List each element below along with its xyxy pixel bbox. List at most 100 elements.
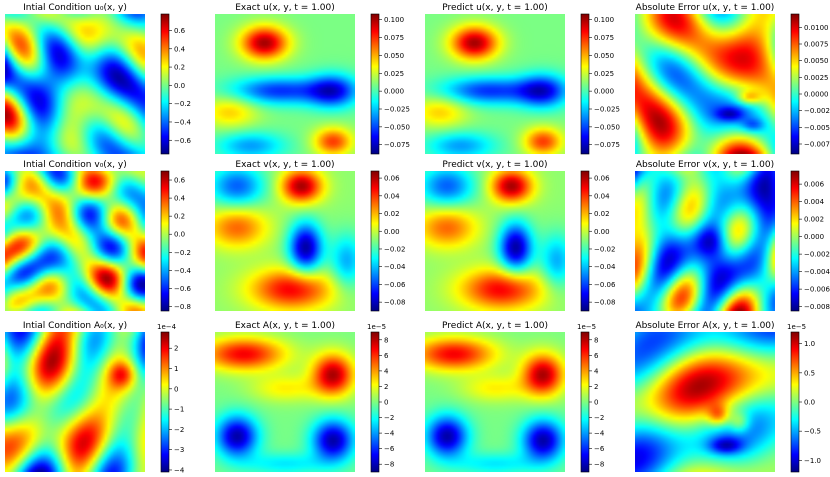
colorbar-tick-label: −0.050 xyxy=(384,123,410,131)
colorbar-tick-label: −2 xyxy=(594,414,604,422)
colorbar-tick-label: 2 xyxy=(594,383,598,391)
colorbar xyxy=(580,13,590,155)
heatmap-image xyxy=(635,14,775,154)
colorbar-tick-label: 0.075 xyxy=(384,34,404,42)
colorbar-tick-label: 0.0050 xyxy=(804,57,829,65)
colorbar-tick-label: 0.5 xyxy=(804,369,815,377)
colorbar xyxy=(580,170,590,312)
colorbar-tick-label: −0.004 xyxy=(804,268,830,276)
heatmap-image xyxy=(5,332,145,472)
colorbar-tick-label: 0.0075 xyxy=(804,41,829,49)
heatmap-image xyxy=(215,332,355,472)
colorbar-tick-label: −0.050 xyxy=(594,123,620,131)
colorbar-tick-label: 0.0 xyxy=(804,399,815,407)
colorbar-tick-label: 0.06 xyxy=(384,175,400,183)
colorbar-tick-label: 8 xyxy=(594,336,598,344)
colorbar-tick-label: 0.02 xyxy=(384,210,400,218)
colorbar-tick-label: 0.6 xyxy=(174,177,186,185)
heatmap-image xyxy=(425,171,565,311)
colorbar-tick-label: −0.025 xyxy=(594,106,620,114)
colorbar-tick-label: −0.6 xyxy=(174,137,192,145)
colorbar-tick-label: 0.004 xyxy=(804,198,825,206)
colorbar-tick-label: −1.0 xyxy=(804,457,821,465)
panel-title: Exact A(x, y, t = 1.00) xyxy=(235,321,335,331)
colorbar xyxy=(370,331,380,473)
colorbar-tick-label: 0.050 xyxy=(594,52,614,60)
panel-title: Absolute Error A(x, y, t = 1.00) xyxy=(635,321,774,331)
colorbar-tick-label: 0.00 xyxy=(594,228,610,236)
colorbar-tick-label: −6 xyxy=(384,445,395,453)
panel-title: Exact u(x, y, t = 1.00) xyxy=(235,3,335,13)
colorbar-tick-label: −2 xyxy=(384,414,394,422)
colorbar-tick-label: −8 xyxy=(594,461,604,469)
colorbar-tick-label: 0.4 xyxy=(174,45,186,53)
colorbar-tick-label: 2 xyxy=(174,345,178,353)
colorbar-tick-label: −0.5 xyxy=(804,428,821,436)
colorbar-tick-label: 0.000 xyxy=(804,233,824,241)
heatmap-panel: Exact u(x, y, t = 1.00) 0.100 0.075 0.050 0.… xyxy=(215,3,410,155)
heatmap-image xyxy=(5,14,145,154)
colorbar-tick-label: 0 xyxy=(174,385,178,393)
colorbar-tick-label: −0.008 xyxy=(804,303,830,311)
colorbar-tick-label: −0.0025 xyxy=(804,107,830,115)
heatmap-panel: Predict u(x, y, t = 1.00) 0.100 0.075 0.050… xyxy=(425,3,620,155)
colorbar xyxy=(790,331,800,473)
colorbar xyxy=(160,13,170,155)
colorbar-tick-label: 0.2 xyxy=(174,64,185,72)
heatmap-image xyxy=(5,171,145,311)
colorbar-tick-label: 0 xyxy=(594,399,598,407)
colorbar-exponent: 1e−5 xyxy=(367,323,386,331)
panel-title: Intial Condition v₀(x, y) xyxy=(23,160,126,170)
colorbar-tick-label: 0.000 xyxy=(384,88,404,96)
colorbar-tick-label: 0.050 xyxy=(384,52,404,60)
heatmap-image xyxy=(635,332,775,472)
colorbar xyxy=(370,13,380,155)
heatmap-panel: Predict A(x, y, t = 1.00) 8 6 4 2 0 −2 −4 −6 −8 1e… xyxy=(425,321,605,473)
colorbar-tick-label: −0.025 xyxy=(384,106,410,114)
colorbar-tick-label: −0.075 xyxy=(384,141,410,149)
colorbar-tick-label: 4 xyxy=(594,367,599,375)
heatmap-panel: Predict v(x, y, t = 1.00) 0.06 0.04 0.02 0.0… xyxy=(425,160,616,312)
colorbar-tick-label: −0.02 xyxy=(384,245,405,253)
panel-title: Predict A(x, y, t = 1.00) xyxy=(442,321,548,331)
colorbar-exponent: 1e−5 xyxy=(787,323,806,331)
colorbar-tick-label: 0.00 xyxy=(384,228,400,236)
colorbar xyxy=(790,13,800,155)
colorbar-tick-label: −0.6 xyxy=(174,285,192,293)
colorbar-tick-label: −6 xyxy=(594,445,605,453)
colorbar-tick-label: 6 xyxy=(594,352,599,360)
panel-title: Intial Condition u₀(x, y) xyxy=(23,3,127,13)
colorbar-tick-label: −0.0050 xyxy=(804,124,830,132)
colorbar-tick-label: 0.025 xyxy=(384,70,404,78)
colorbar xyxy=(370,170,380,312)
colorbar-tick-label: −2 xyxy=(174,426,184,434)
colorbar-tick-label: −0.04 xyxy=(384,263,406,271)
colorbar-tick-label: 0.0 xyxy=(174,82,185,90)
panel-title: Predict v(x, y, t = 1.00) xyxy=(442,160,547,170)
heatmap-image xyxy=(635,171,775,311)
heatmap-panel: Exact A(x, y, t = 1.00) 8 6 4 2 0 −2 −4 −6 −8 1e−5 xyxy=(215,321,395,473)
colorbar-tick-label: −0.002 xyxy=(804,251,830,259)
colorbar-tick-label: −0.4 xyxy=(174,118,192,126)
colorbar-tick-label: 0.100 xyxy=(594,16,614,24)
colorbar-tick-label: −1 xyxy=(174,406,184,414)
colorbar-tick-label: 1.0 xyxy=(804,340,815,348)
heatmap-panel: Intial Condition v₀(x, y) 0.6 0.4 0.2 0.0 −0.… xyxy=(5,160,192,312)
colorbar-exponent: 1e−5 xyxy=(577,323,596,331)
colorbar-tick-label: 0.0 xyxy=(174,231,185,239)
colorbar-tick-label: 0.4 xyxy=(174,195,186,203)
colorbar-tick-label: 0.002 xyxy=(804,216,824,224)
colorbar xyxy=(160,170,170,312)
heatmap-image xyxy=(215,171,355,311)
colorbar-tick-label: −0.2 xyxy=(174,100,191,108)
colorbar-tick-label: −0.4 xyxy=(174,267,192,275)
colorbar-tick-label: 0.025 xyxy=(594,70,614,78)
colorbar-tick-label: 0.075 xyxy=(594,34,614,42)
panel-title: Predict u(x, y, t = 1.00) xyxy=(442,3,548,13)
colorbar-tick-label: −0.2 xyxy=(174,249,191,257)
colorbar-tick-label: −4 xyxy=(174,466,185,474)
colorbar-tick-label: 0.04 xyxy=(384,192,400,200)
colorbar-tick-label: −0.075 xyxy=(594,141,620,149)
colorbar-tick-label: 0.100 xyxy=(384,16,404,24)
colorbar-tick-label: 0 xyxy=(384,399,388,407)
